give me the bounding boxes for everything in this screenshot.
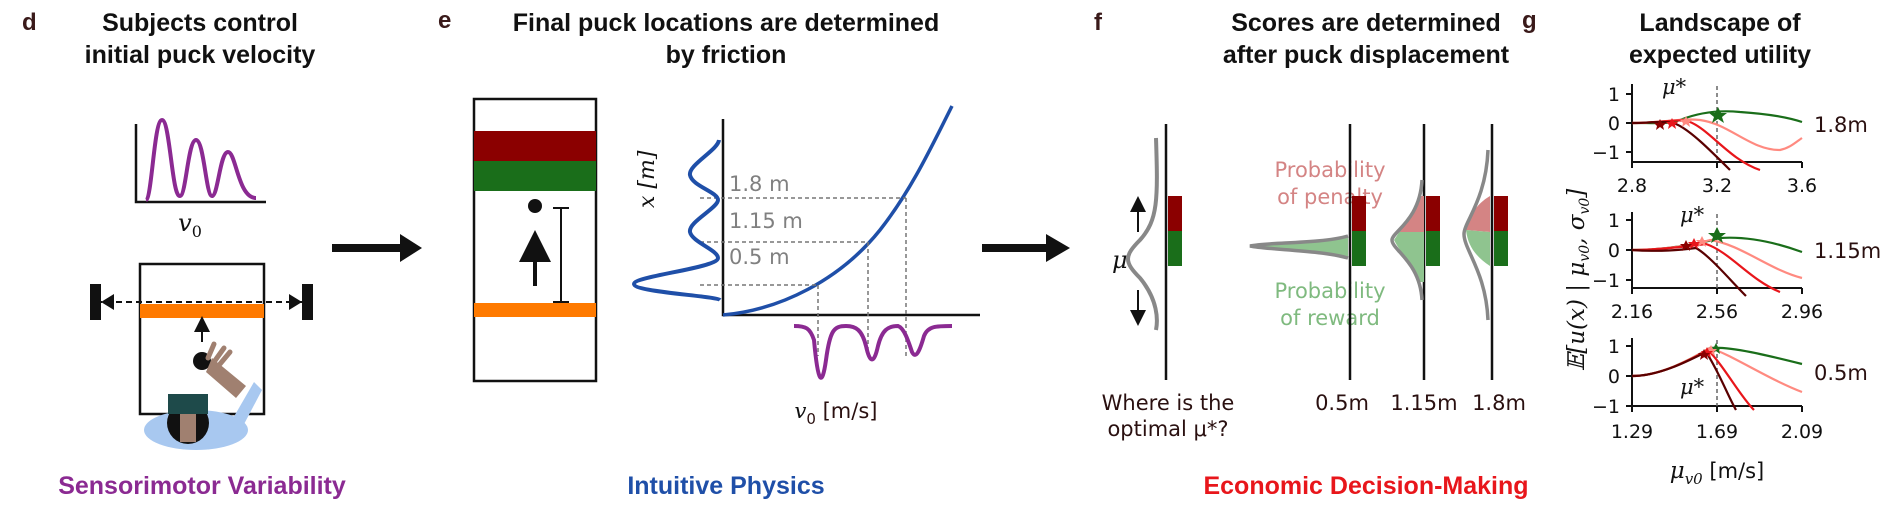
penalty-label-line2: of penalty — [1277, 185, 1383, 209]
g1-xtick-1: 3.2 — [1702, 175, 1732, 197]
panel-e: e Final puck locations are determined by… — [438, 7, 980, 500]
g1-xtick-2: 3.6 — [1787, 175, 1817, 197]
g-x-axis-label: μv0 [m/s] — [1670, 458, 1765, 488]
g1-xtick-0: 2.8 — [1617, 175, 1647, 197]
dist-label-1: 1.8 m — [729, 172, 790, 196]
g1-ytick-1: 1 — [1608, 84, 1620, 106]
utility-subplot-1p8m: 1 0 −1 2.8 3.2 3.6 μ* 1.8m — [1592, 75, 1868, 197]
g2-xtick-0: 2.16 — [1611, 301, 1653, 323]
penalty-label-line1: Probability — [1274, 158, 1385, 182]
g2-ytick-1: 1 — [1608, 210, 1620, 232]
panel-e-title-line1: Final puck locations are determined — [513, 9, 940, 37]
g3-ytick-m1: −1 — [1592, 396, 1620, 418]
question-line2: optimal μ*? — [1107, 417, 1228, 441]
panel-f-title-line1: Scores are determined — [1231, 9, 1501, 37]
score-column-1p8m — [1462, 124, 1508, 380]
g3-xtick-2: 2.09 — [1781, 421, 1823, 443]
mu-question-distribution: μ — [1112, 124, 1182, 380]
panel-f-letter: f — [1094, 9, 1103, 36]
g3-ytick-0: 0 — [1608, 366, 1620, 388]
g3-ytick-1: 1 — [1608, 336, 1620, 358]
table-sideview — [472, 97, 598, 383]
score-column-1p15m — [1390, 124, 1440, 380]
panel-g-title-line1: Landscape of — [1639, 9, 1801, 37]
g2-mu-star: μ* — [1680, 203, 1705, 227]
g2-ytick-m1: −1 — [1592, 270, 1620, 292]
g3-distance-label: 0.5m — [1814, 361, 1868, 385]
g2-xtick-2: 2.96 — [1781, 301, 1823, 323]
g2-xtick-1: 2.56 — [1696, 301, 1738, 323]
g3-mu-star: μ* — [1680, 375, 1705, 399]
g1-distance-label: 1.8m — [1814, 113, 1868, 137]
v0-label: v0 — [178, 209, 202, 241]
dist-label-2: 1.15 m — [729, 209, 803, 233]
g-y-axis-label: 𝔼[u(x) | μv0, σv0] — [1564, 189, 1593, 372]
panel-g: g Landscape of expected utility 𝔼[u(x) |… — [1522, 7, 1881, 488]
g1-ytick-0: 0 — [1608, 113, 1620, 135]
panel-g-letter: g — [1522, 7, 1537, 34]
reward-label-line2: of reward — [1280, 306, 1380, 330]
panel-f: f Scores are determined after puck displ… — [1094, 9, 1529, 500]
g3-xtick-0: 1.29 — [1611, 421, 1653, 443]
arrow-e-to-f — [982, 234, 1070, 262]
panel-d: d Subjects control initial puck velocity… — [22, 9, 346, 500]
column-label-1p15m: 1.15m — [1390, 391, 1457, 415]
question-line1: Where is the — [1102, 391, 1235, 415]
column-label-0p5m: 0.5m — [1315, 391, 1369, 415]
dist-label-3: 0.5 m — [729, 245, 790, 269]
panel-d-letter: d — [22, 9, 37, 36]
physics-plot: 1.8 m 1.15 m 0.5 m x [m] v0 [m/s] — [631, 105, 980, 428]
panel-g-title-line2: expected utility — [1629, 41, 1811, 69]
footer-sensorimotor: Sensorimotor Variability — [58, 472, 346, 500]
footer-intuitive-physics: Intuitive Physics — [627, 472, 824, 500]
arrow-d-to-e — [332, 234, 422, 262]
g3-xtick-1: 1.69 — [1696, 421, 1738, 443]
g1-mu-star: μ* — [1662, 75, 1687, 99]
column-label-1p8m: 1.8m — [1472, 391, 1526, 415]
panel-d-title-line2: initial puck velocity — [85, 41, 316, 69]
y-axis-label: x [m] — [635, 150, 660, 208]
g1-ytick-m1: −1 — [1592, 142, 1620, 164]
panel-e-title-line2: by friction — [666, 41, 787, 69]
g2-distance-label: 1.15m — [1814, 239, 1881, 263]
panel-d-title-line1: Subjects control — [102, 9, 298, 37]
puck-table-topview — [90, 262, 313, 450]
reward-label-line1: Probability — [1274, 279, 1385, 303]
panel-f-title-line2: after puck displacement — [1223, 41, 1510, 69]
g2-ytick-0: 0 — [1608, 240, 1620, 262]
utility-subplot-0p5m: 1 0 −1 1.29 1.69 2.09 μ* 0.5m — [1592, 336, 1868, 443]
utility-subplot-1p15m: 1 0 −1 2.16 2.56 2.96 μ* 1.15m — [1592, 203, 1881, 323]
velocity-distribution: v0 — [134, 117, 266, 241]
panel-e-letter: e — [438, 7, 451, 34]
x-axis-label-v0: v0 [m/s] — [795, 399, 878, 428]
score-column-0p5m — [1249, 124, 1366, 380]
mu-label: μ — [1112, 246, 1128, 274]
footer-economic-decision: Economic Decision-Making — [1203, 472, 1528, 500]
